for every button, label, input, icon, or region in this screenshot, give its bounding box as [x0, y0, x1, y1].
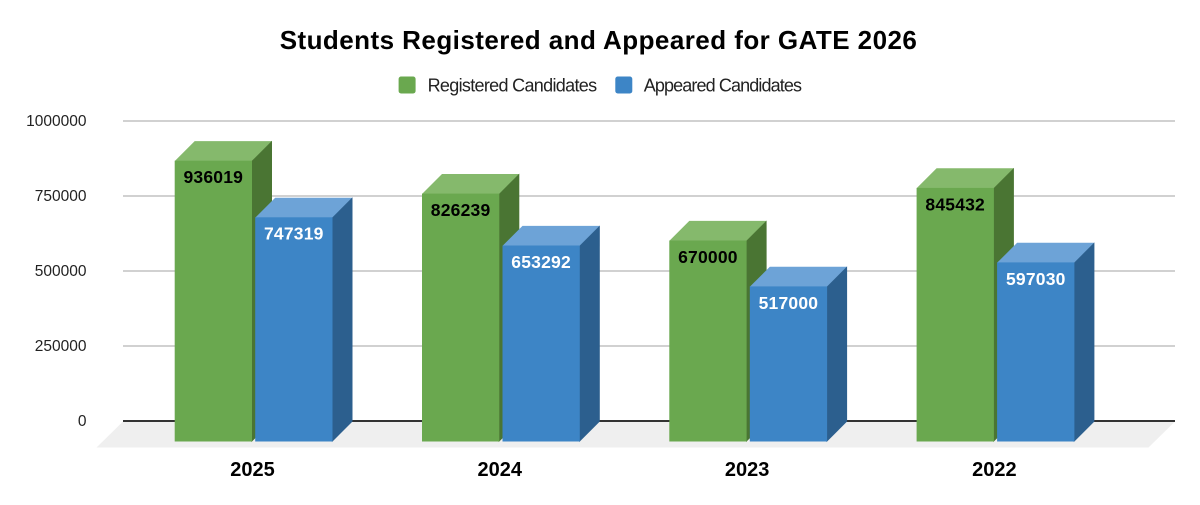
- svg-text:0: 0: [78, 413, 87, 430]
- svg-text:Registered Candidates: Registered Candidates: [428, 76, 598, 96]
- svg-text:826239: 826239: [431, 200, 491, 220]
- svg-text:670000: 670000: [678, 247, 738, 267]
- svg-text:250000: 250000: [35, 338, 87, 355]
- svg-text:2024: 2024: [478, 459, 523, 481]
- svg-text:2025: 2025: [230, 459, 275, 481]
- svg-text:Appeared Candidates: Appeared Candidates: [644, 76, 802, 96]
- svg-text:750000: 750000: [35, 188, 87, 205]
- svg-text:2023: 2023: [725, 459, 770, 481]
- svg-text:597030: 597030: [1006, 269, 1066, 289]
- svg-text:Students Registered and Appear: Students Registered and Appeared for GAT…: [280, 25, 918, 55]
- svg-text:747319: 747319: [264, 224, 324, 244]
- svg-text:1000000: 1000000: [26, 113, 87, 130]
- svg-text:517000: 517000: [759, 293, 819, 313]
- svg-text:936019: 936019: [183, 167, 243, 187]
- svg-text:500000: 500000: [35, 263, 87, 280]
- svg-text:653292: 653292: [511, 252, 571, 272]
- svg-text:845432: 845432: [925, 194, 985, 214]
- svg-text:2022: 2022: [972, 459, 1017, 481]
